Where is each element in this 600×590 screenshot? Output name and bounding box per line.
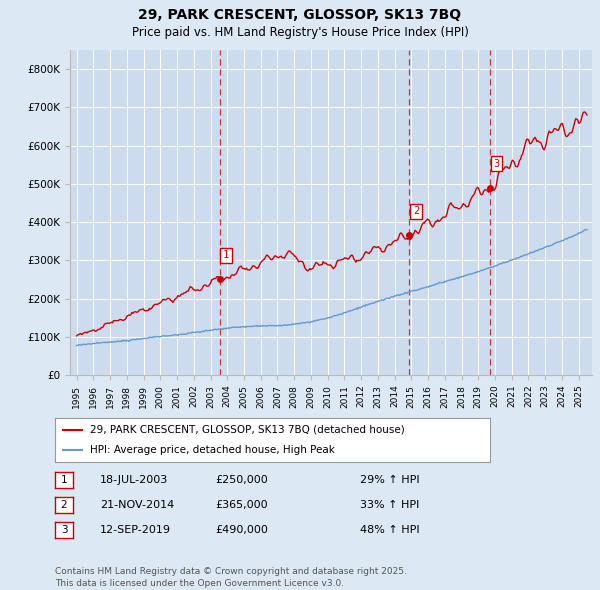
- Text: 29, PARK CRESCENT, GLOSSOP, SK13 7BQ: 29, PARK CRESCENT, GLOSSOP, SK13 7BQ: [139, 8, 461, 22]
- Text: 1: 1: [61, 475, 67, 485]
- Text: Contains HM Land Registry data © Crown copyright and database right 2025.: Contains HM Land Registry data © Crown c…: [55, 568, 407, 576]
- Text: 1: 1: [223, 250, 229, 260]
- Text: 18-JUL-2003: 18-JUL-2003: [100, 475, 168, 485]
- Text: This data is licensed under the Open Government Licence v3.0.: This data is licensed under the Open Gov…: [55, 579, 344, 588]
- Text: 3: 3: [61, 525, 67, 535]
- Text: 2: 2: [413, 206, 419, 217]
- Text: £490,000: £490,000: [215, 525, 268, 535]
- Text: Price paid vs. HM Land Registry's House Price Index (HPI): Price paid vs. HM Land Registry's House …: [131, 26, 469, 39]
- Text: 29, PARK CRESCENT, GLOSSOP, SK13 7BQ (detached house): 29, PARK CRESCENT, GLOSSOP, SK13 7BQ (de…: [90, 425, 404, 435]
- Text: 29% ↑ HPI: 29% ↑ HPI: [360, 475, 419, 485]
- Text: 2: 2: [61, 500, 67, 510]
- Text: £250,000: £250,000: [215, 475, 268, 485]
- Text: 21-NOV-2014: 21-NOV-2014: [100, 500, 174, 510]
- Text: 3: 3: [493, 159, 500, 169]
- Text: 48% ↑ HPI: 48% ↑ HPI: [360, 525, 419, 535]
- Text: 33% ↑ HPI: 33% ↑ HPI: [360, 500, 419, 510]
- Text: HPI: Average price, detached house, High Peak: HPI: Average price, detached house, High…: [90, 445, 335, 455]
- Text: 12-SEP-2019: 12-SEP-2019: [100, 525, 171, 535]
- Text: £365,000: £365,000: [215, 500, 268, 510]
